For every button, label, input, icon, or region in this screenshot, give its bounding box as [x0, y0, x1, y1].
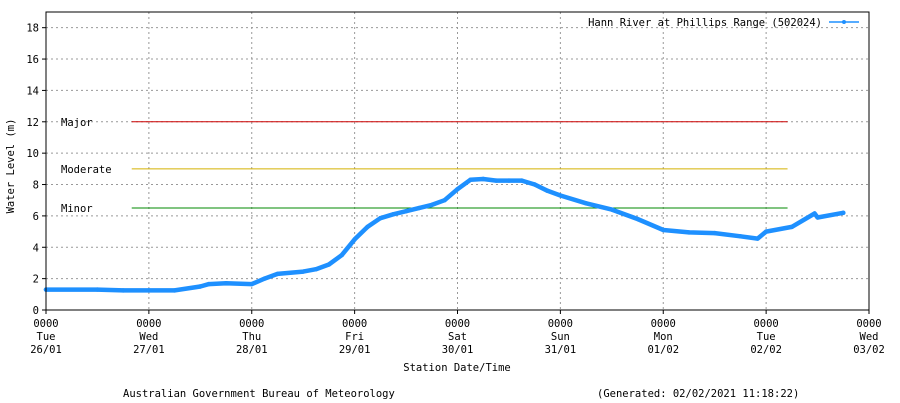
- x-tick-label: 0000: [548, 318, 573, 330]
- data-point: [172, 288, 177, 293]
- data-point: [841, 210, 846, 215]
- x-tick-label: 29/01: [339, 344, 371, 356]
- x-tick-label: 31/01: [545, 344, 577, 356]
- data-point: [493, 178, 499, 183]
- data-point: [121, 288, 126, 293]
- x-tick-label: Tue: [757, 331, 776, 343]
- y-axis-label: Water Level (m): [5, 119, 17, 214]
- data-point: [339, 252, 344, 258]
- data-point: [455, 187, 460, 192]
- data-point: [583, 201, 589, 206]
- x-tick-label: 0000: [753, 318, 778, 330]
- x-tick-label: 0000: [136, 318, 161, 330]
- data-point: [429, 202, 434, 208]
- data-point: [738, 234, 743, 239]
- x-tick-label: 0000: [33, 318, 58, 330]
- data-point: [301, 269, 306, 274]
- x-tick-label: 30/01: [442, 344, 474, 356]
- x-tick-label: Wed: [860, 331, 879, 343]
- grid-lines: [46, 12, 869, 310]
- x-tick-label: Thu: [242, 331, 261, 343]
- data-point: [506, 178, 512, 183]
- series-line: [43, 176, 846, 293]
- y-tick-label: 14: [26, 85, 39, 97]
- x-tick-label: Fri: [345, 331, 364, 343]
- y-tick-label: 16: [26, 54, 39, 66]
- data-point: [403, 209, 409, 214]
- x-tick-label: 27/01: [133, 344, 165, 356]
- x-tick-label: Wed: [139, 331, 158, 343]
- threshold-label: Major: [61, 117, 93, 129]
- x-tick-label: Sun: [551, 331, 570, 343]
- x-tick-label: Mon: [654, 331, 673, 343]
- y-tick-label: 4: [33, 242, 39, 254]
- data-point: [146, 288, 152, 293]
- legend-swatch-marker: [842, 20, 846, 24]
- data-point: [352, 237, 357, 242]
- data-point: [686, 230, 692, 235]
- y-tick-label: 2: [33, 274, 39, 286]
- y-tick-label: 0: [33, 305, 39, 317]
- data-point: [378, 216, 383, 221]
- data-point: [468, 177, 473, 182]
- x-tick-label: 0000: [239, 318, 264, 330]
- series-layer: [43, 176, 846, 293]
- x-tick-label: 0000: [651, 318, 676, 330]
- data-point: [206, 281, 212, 287]
- y-tick-label: 18: [26, 23, 39, 35]
- data-point: [416, 205, 422, 211]
- footer-generated: (Generated: 02/02/2021 11:18:22): [597, 388, 800, 400]
- x-tick-label: 0000: [445, 318, 470, 330]
- data-point: [249, 281, 254, 287]
- data-point: [365, 224, 370, 230]
- data-point: [532, 182, 537, 187]
- data-point: [609, 207, 614, 212]
- data-point: [275, 271, 280, 277]
- data-point: [391, 212, 396, 217]
- x-axis-ticks: 0000Tue26/010000Wed27/010000Thu28/010000…: [30, 310, 885, 356]
- data-point: [815, 215, 820, 220]
- data-point: [223, 281, 229, 286]
- y-axis-ticks: 0 2 4 6 8 10 12 14 16 18: [26, 23, 46, 317]
- data-point: [812, 211, 817, 216]
- footer-source: Australian Government Bureau of Meteorol…: [123, 388, 395, 400]
- x-tick-label: Sat: [448, 331, 467, 343]
- legend-label: Hann River at Phillips Range (502024): [588, 17, 822, 29]
- data-point: [545, 188, 550, 193]
- threshold-label: Moderate: [61, 164, 112, 176]
- y-tick-label: 6: [33, 211, 39, 223]
- data-point: [442, 198, 447, 203]
- data-point: [313, 267, 319, 272]
- data-point: [789, 224, 794, 230]
- flood-thresholds: Major Moderate Minor: [61, 117, 788, 215]
- y-tick-label: 8: [33, 180, 39, 192]
- y-tick-label: 12: [26, 117, 39, 129]
- data-point: [558, 193, 563, 198]
- y-tick-label: 10: [26, 148, 39, 160]
- data-point: [635, 216, 640, 222]
- x-tick-label: 01/02: [647, 344, 679, 356]
- data-point: [755, 236, 760, 241]
- data-point: [763, 229, 769, 234]
- x-tick-label: 02/02: [750, 344, 782, 356]
- x-tick-label: 03/02: [853, 344, 885, 356]
- data-point: [519, 178, 524, 183]
- x-tick-label: 28/01: [236, 344, 268, 356]
- data-point: [712, 230, 717, 236]
- threshold-label: Minor: [61, 203, 93, 215]
- x-axis-label: Station Date/Time: [403, 362, 510, 374]
- plot-frame: [45, 11, 870, 311]
- data-point: [198, 284, 203, 289]
- data-point: [661, 227, 666, 233]
- x-tick-label: 26/01: [30, 344, 62, 356]
- legend: Hann River at Phillips Range (502024): [588, 17, 859, 29]
- data-point: [95, 287, 100, 292]
- data-point: [481, 176, 486, 182]
- data-point: [262, 276, 267, 281]
- data-point: [326, 262, 332, 267]
- x-tick-label: 0000: [856, 318, 881, 330]
- x-tick-label: 0000: [342, 318, 367, 330]
- x-tick-label: Tue: [37, 331, 56, 343]
